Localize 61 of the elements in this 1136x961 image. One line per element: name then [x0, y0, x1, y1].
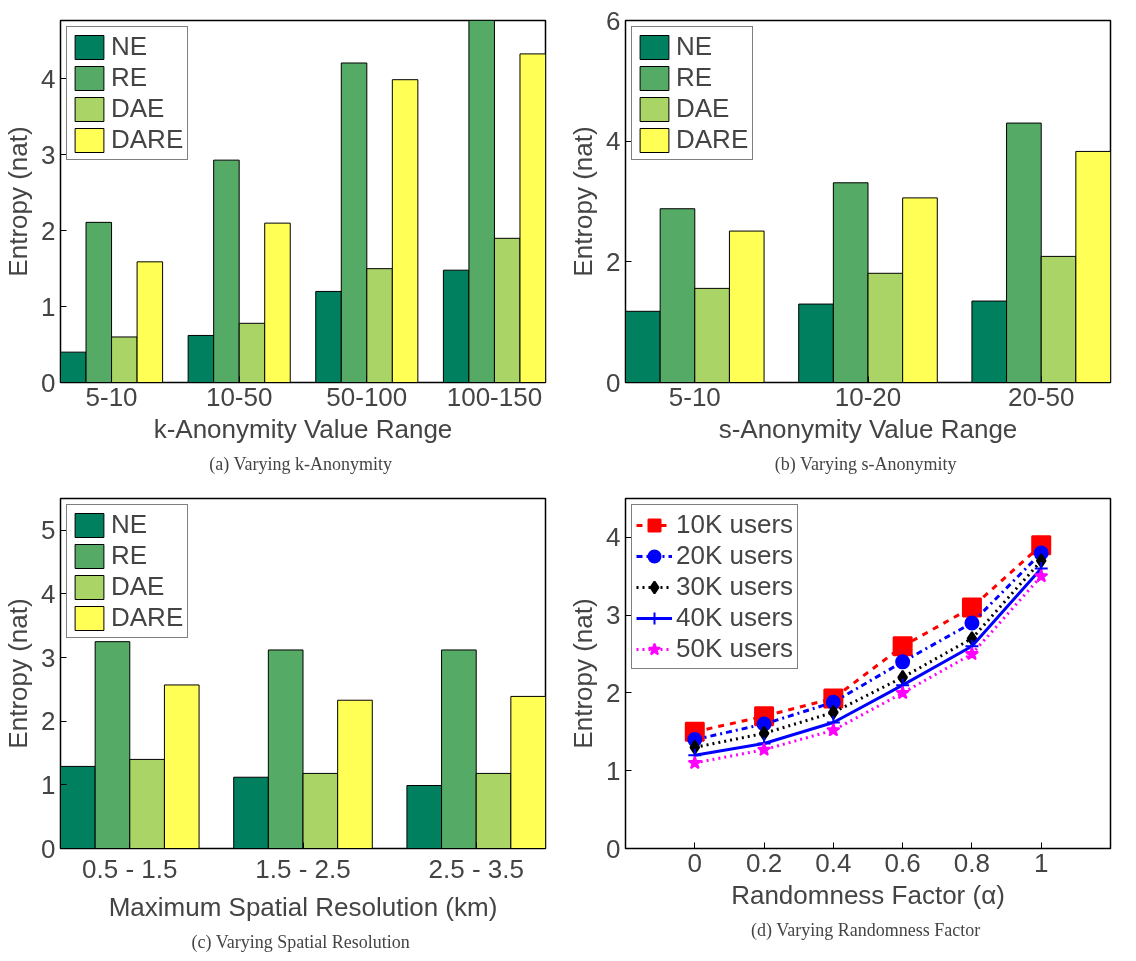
legend-label: DAE	[676, 93, 730, 124]
legend-label: 30K users	[676, 571, 794, 602]
x-tick-label: 100-150	[446, 381, 543, 412]
legend-label: RE	[111, 540, 148, 571]
y-axis-title: Entropy (nat)	[3, 126, 34, 277]
x-tick-label: 10-50	[205, 381, 273, 412]
x-axis-title: s-Anonymity Value Range	[718, 413, 1018, 444]
legend-label: DARE	[111, 602, 184, 633]
legend-label: DAE	[111, 93, 165, 124]
x-axis-title: Maximum Spatial Resolution (km)	[108, 891, 498, 922]
y-axis-title: Entropy (nat)	[568, 126, 599, 277]
y-tick-label: 1	[41, 769, 56, 800]
y-tick-label: 4	[606, 522, 621, 553]
y-tick-label: 1	[606, 755, 621, 786]
x-tick-label: 0.6	[884, 847, 921, 878]
legend-label: DARE	[676, 124, 749, 155]
legend-label: 40K users	[676, 602, 794, 633]
y-axis-title: Entropy (nat)	[3, 598, 34, 749]
y-tick-label: 2	[606, 246, 621, 277]
legend-label: NE	[676, 31, 713, 62]
legend-label: DARE	[111, 124, 184, 155]
y-tick-label: 1	[41, 291, 56, 322]
text: (b) Varying s-Anonymity	[774, 453, 957, 475]
text: (d) Varying Randomness Factor	[751, 919, 981, 941]
legend-label: RE	[111, 62, 148, 93]
x-tick-label: 2.5 - 3.5	[428, 853, 524, 884]
x-tick-label: 0.2	[746, 847, 783, 878]
y-tick-label: 4	[606, 126, 621, 157]
x-tick-label: 50-100	[326, 381, 408, 412]
x-tick-label: 10-20	[834, 381, 902, 412]
x-axis-title: k-Anonymity Value Range	[153, 413, 453, 444]
y-tick-label: 6	[606, 5, 621, 36]
legend-label: NE	[111, 31, 148, 62]
legend-label: 10K users	[676, 509, 794, 540]
y-tick-label: 3	[606, 600, 621, 631]
x-tick-label: 0	[687, 847, 703, 878]
legend-label: RE	[676, 62, 713, 93]
y-axis-title: Entropy (nat)	[568, 598, 599, 749]
x-tick-label: 1	[1033, 847, 1049, 878]
y-tick-label: 5	[41, 515, 56, 546]
legend-label: DAE	[111, 571, 165, 602]
y-tick-label: 2	[41, 215, 56, 246]
y-tick-label: 4	[41, 63, 56, 94]
x-tick-label: 5-10	[668, 381, 721, 412]
y-tick-label: 2	[41, 706, 56, 737]
y-tick-label: 2	[606, 677, 621, 708]
x-tick-label: 0.5 - 1.5	[82, 853, 178, 884]
x-tick-label: 1.5 - 2.5	[255, 853, 351, 884]
x-tick-label: 5-10	[85, 381, 138, 412]
x-tick-label: 20-50	[1007, 381, 1075, 412]
legend-label: NE	[111, 509, 148, 540]
legend-label: 20K users	[676, 540, 794, 571]
x-tick-label: 0.4	[815, 847, 852, 878]
y-tick-label: 4	[41, 578, 56, 609]
legend-label: 50K users	[676, 633, 794, 664]
text: (c) Varying Spatial Resolution	[191, 931, 410, 953]
x-tick-label: 0.8	[953, 847, 991, 878]
y-tick-label: 3	[41, 642, 56, 673]
x-axis-title: Randomness Factor (α)	[731, 879, 1005, 910]
text: (a) Varying k-Anonymity	[209, 453, 392, 475]
y-tick-label: 3	[41, 139, 56, 170]
